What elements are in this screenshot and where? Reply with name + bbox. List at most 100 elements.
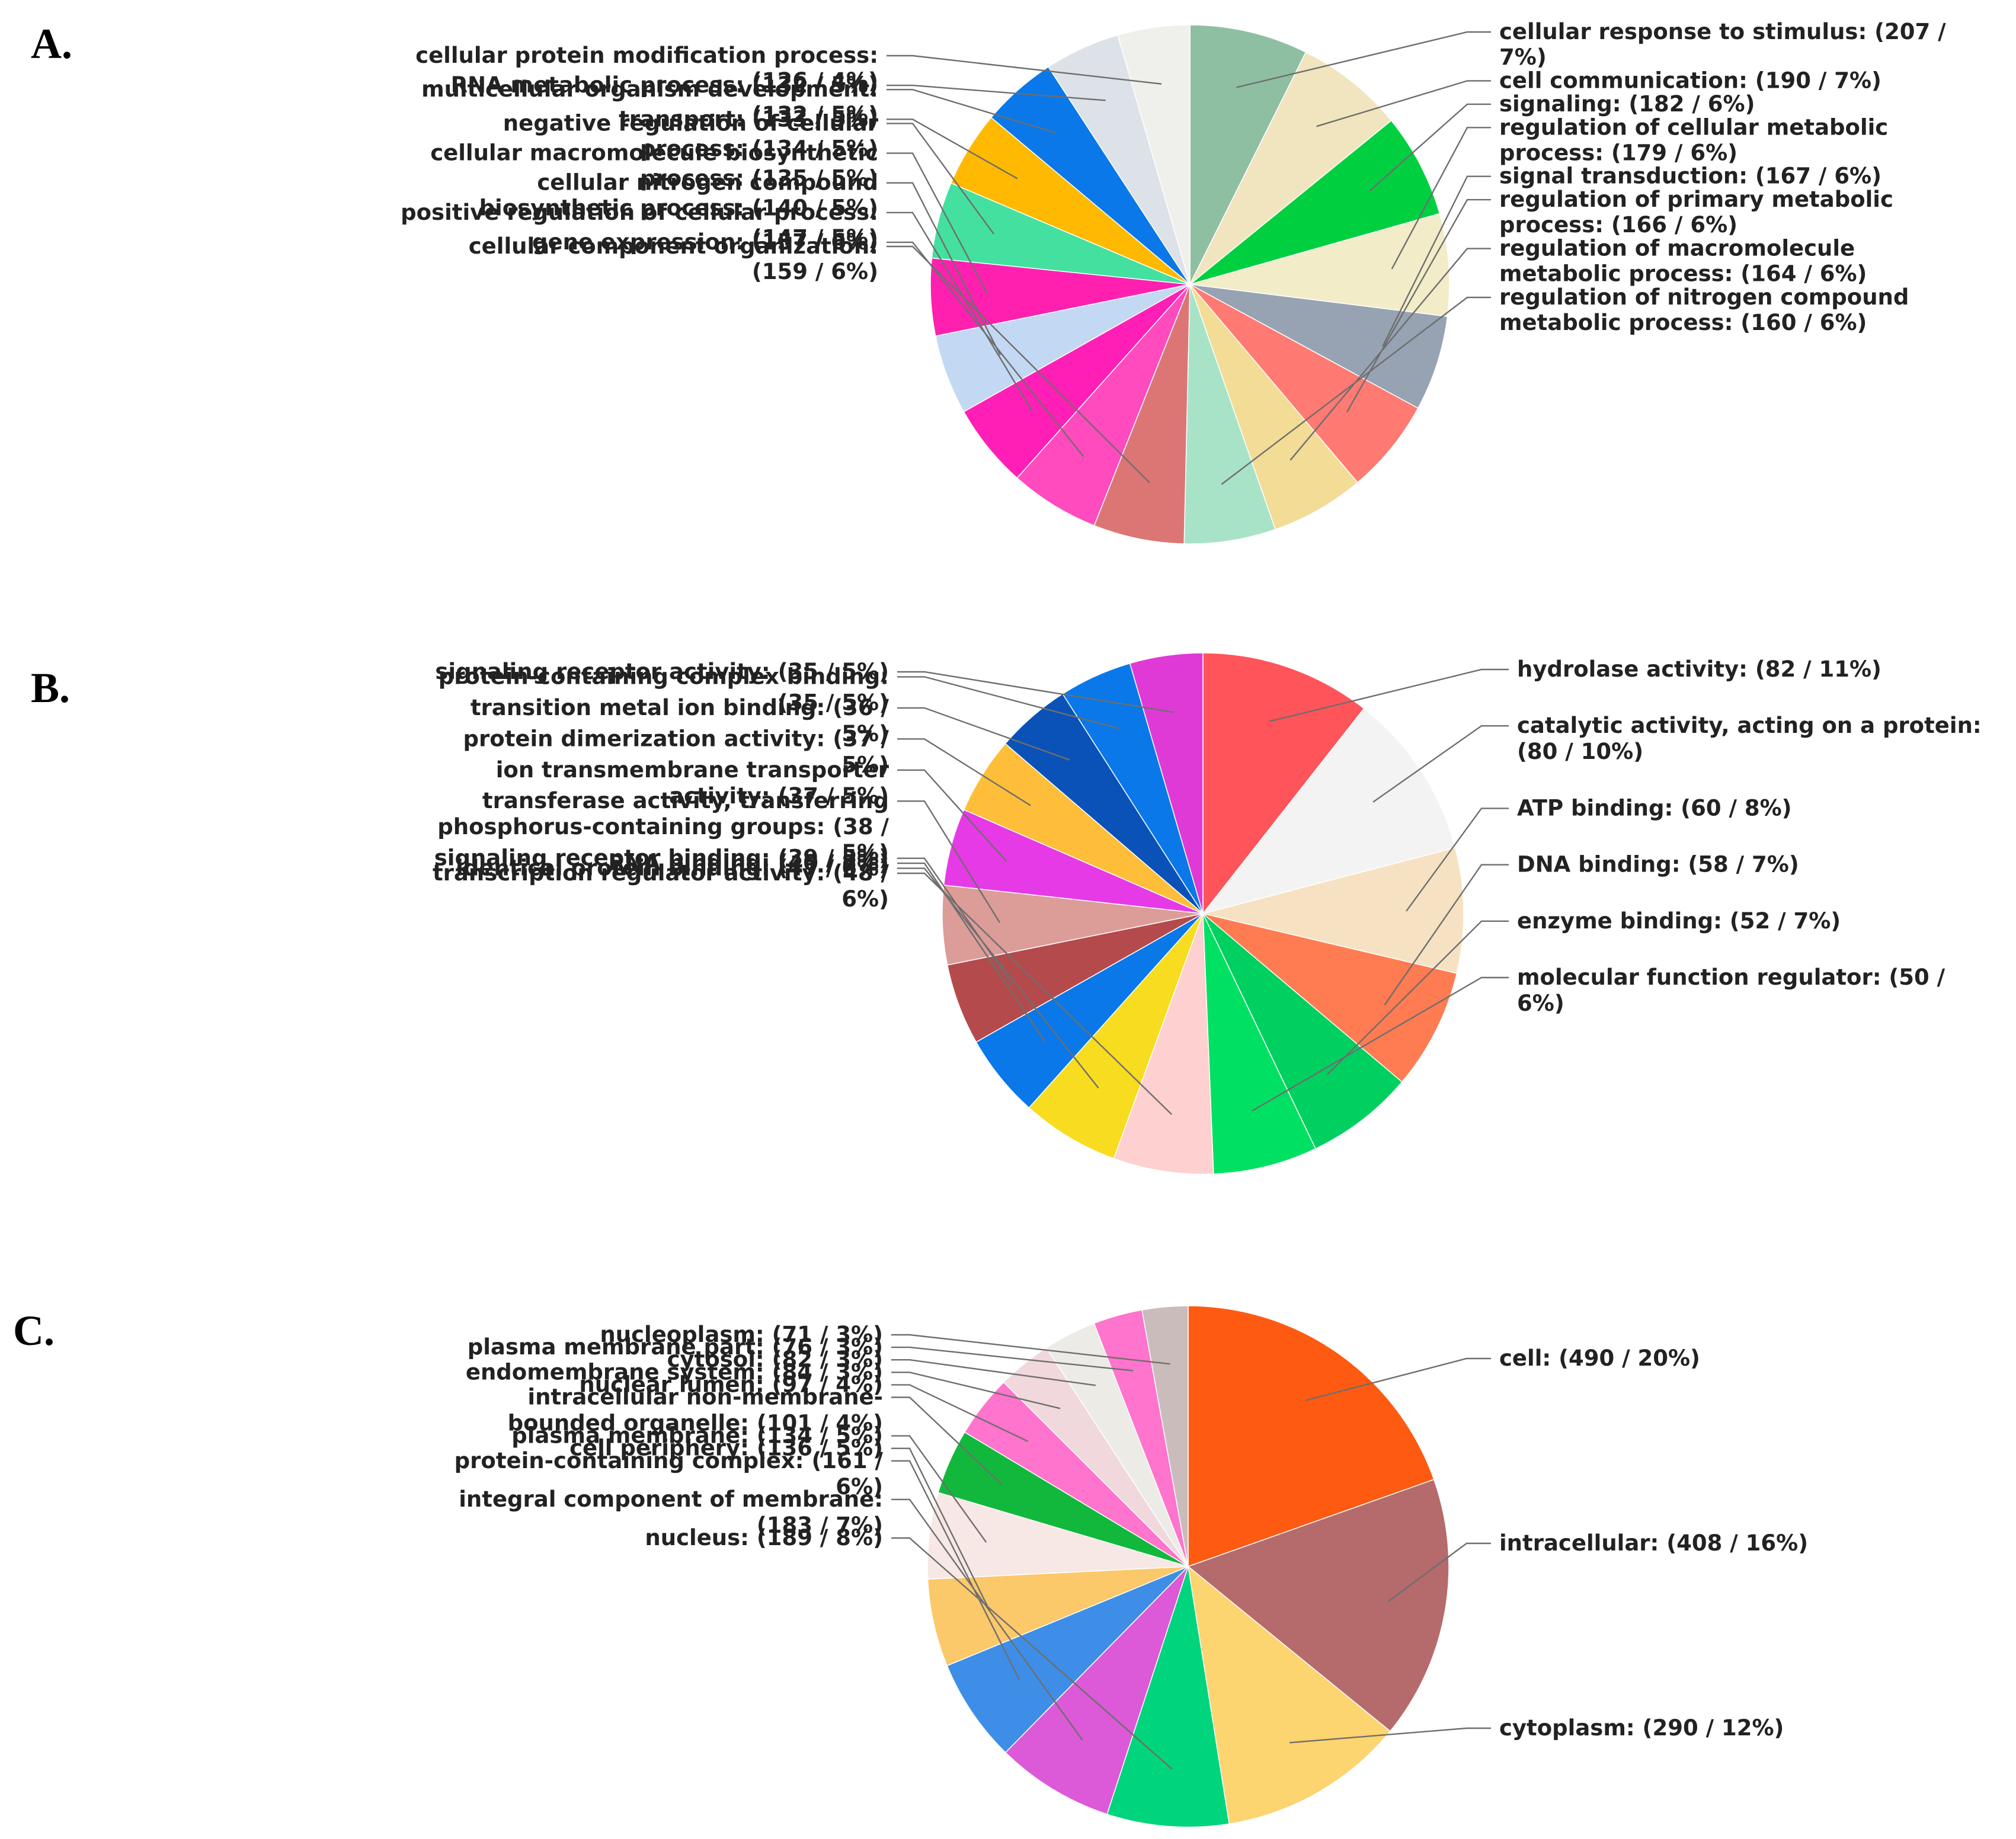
- slice-label-line: 5%): [841, 752, 889, 777]
- leader-line: [1289, 248, 1491, 461]
- slice-label-line: regulation of primary metabolic: [1499, 187, 1893, 212]
- slice-label-line: 6%): [841, 886, 889, 912]
- slice-label-line: (147 / 5%): [752, 225, 878, 251]
- leader-line: [897, 800, 1001, 923]
- slice-label-molecular-function-regulator-50-6: molecular function regulator: (50 /6%): [1252, 965, 1945, 1112]
- leader-line: [897, 707, 1070, 761]
- pie-slice-plasma-membrane-134-5: [927, 1492, 1189, 1580]
- slice-label-regulation-of-cellular-metabolic-process: regulation of cellular metabolic process:…: [1391, 114, 1888, 270]
- slice-label-regulation-of-nitrogen-compound-metaboli: regulation of nitrogen compoundmetabolic…: [1221, 284, 1909, 485]
- slice-label-transcription-regulator-activity-48-6: transcription regulator activity: (48 /6…: [433, 860, 1173, 1115]
- pie-slice-protein-containing-complex-161-6: [946, 1566, 1189, 1754]
- slice-label-line: signaling receptor activity: (35 / 5%): [435, 659, 889, 684]
- leader-line: [887, 182, 1001, 355]
- slice-label-line: signaling: (182 / 6%): [1499, 91, 1755, 117]
- slice-label-line: molecular function regulator: (50 /: [1517, 965, 1945, 990]
- leader-line: [887, 89, 1056, 134]
- pie-slice-catalytic-activity-acting-on-a-protein-8: [1202, 707, 1456, 915]
- slice-label-cell-490-20: cell: (490 / 20%): [1305, 1345, 1700, 1401]
- slice-label-gene-expression-157-6: gene expression: (157 / 6%): [532, 229, 1084, 457]
- leader-line: [897, 862, 1045, 1042]
- slice-label-line: signal transduction: (167 / 6%): [1499, 164, 1881, 189]
- slice-label-cell-periphery-136-5: cell periphery: (136 / 5%): [569, 1436, 991, 1611]
- pie-slice-transcription-regulator-activity-48-6: [1113, 913, 1214, 1175]
- slice-label-line: bounded organelle: (101 / 4%): [508, 1411, 883, 1436]
- slice-label-line: 6%): [1517, 991, 1564, 1016]
- slice-label-nuclear-lumen-97-4: nuclear lumen: (97 / 4%): [579, 1372, 1029, 1442]
- leader-line: [891, 1359, 1096, 1386]
- leader-line: [1372, 725, 1509, 803]
- pie-slice-molecular-function-regulator-50-6: [1202, 913, 1317, 1175]
- slice-label-hydrolase-activity-82-11: hydrolase activity: (82 / 11%): [1269, 656, 1881, 722]
- slice-label-cytosol-82-3: cytosol: (82 / 3%): [667, 1347, 1096, 1386]
- slice-label-rna-metabolic-process-132-5: RNA metabolic process: (132 / 5%): [451, 72, 1106, 101]
- slice-label-multicellular-organism-development-132-5: multicellular organism development:(132 …: [421, 76, 1056, 134]
- slice-label-line: identical protein binding: (47 / 6%): [456, 856, 889, 881]
- leader-line: [1236, 31, 1491, 88]
- leader-line: [887, 241, 1084, 457]
- slice-label-line: 6%): [836, 1474, 883, 1500]
- slice-label-line: (159 / 6%): [752, 259, 878, 284]
- leader-line: [891, 1537, 1173, 1770]
- leader-line: [1289, 1727, 1491, 1744]
- leader-line: [891, 1396, 1003, 1485]
- slice-label-line: (80 / 10%): [1517, 739, 1643, 764]
- slice-label-line: process: (166 / 6%): [1499, 212, 1737, 238]
- slice-label-nucleoplasm-71-3: nucleoplasm: (71 / 3%): [600, 1322, 1170, 1365]
- slice-label-line: DNA binding: (58 / 7%): [1517, 852, 1799, 877]
- slice-label-line: gene expression: (157 / 6%): [532, 229, 878, 255]
- slice-label-signal-transduction-167-6: signal transduction: (167 / 6%): [1382, 164, 1881, 347]
- slice-label-catalytic-activity-acting-on-a-protein-8: catalytic activity, acting on a protein:…: [1372, 713, 1982, 803]
- slice-label-protein-containing-complex-161-6: protein-containing complex: (161 /6%): [455, 1448, 1020, 1681]
- pie-slice-cell-communication-190-7: [1189, 52, 1392, 285]
- slice-label-intracellular-non-membrane-bounded-organ: intracellular non-membrane-bounded organ…: [508, 1385, 1003, 1485]
- slice-label-line: (132 / 5%): [752, 102, 878, 127]
- pie-slice-atp-binding-60-8: [1202, 847, 1464, 974]
- slice-label-line: (35 / 5%): [778, 690, 889, 715]
- slice-label-line: phosphorus-containing groups: (38 /: [437, 814, 889, 840]
- leader-line: [1369, 103, 1491, 192]
- slice-label-rna-binding-40-5: RNA binding: (40 / 5%): [608, 850, 1045, 1042]
- panel-label: C.: [13, 1307, 55, 1354]
- slice-label-line: (126 / 4%): [752, 68, 878, 94]
- slice-label-plasma-membrane-134-5: plasma membrane: (134 / 5%): [511, 1423, 987, 1543]
- slice-label-line: ion transmembrane transporter: [496, 757, 889, 783]
- slice-label-line: cellular component organization:: [469, 233, 878, 259]
- leader-line: [1382, 175, 1491, 347]
- slice-label-line: biosynthetic process: (140 / 5%): [479, 196, 878, 221]
- leader-line: [1326, 920, 1509, 1075]
- pie-slice-dna-binding-58-7: [1202, 913, 1458, 1083]
- pie-slice-gene-expression-157-6: [1016, 284, 1191, 527]
- leader-line: [897, 867, 1099, 1089]
- pie-slice-cell-periphery-136-5: [927, 1566, 1189, 1667]
- leader-line: [887, 84, 1106, 101]
- slice-label-line: regulation of cellular metabolic: [1499, 114, 1888, 140]
- slice-label-line: positive regulation of cellular process:: [401, 200, 878, 225]
- pie-chart-panel-b: B. hydrolase activity: (82 / 11%) catalyti…: [31, 652, 1982, 1175]
- slice-label-line: activity: (37 / 5%): [669, 783, 889, 809]
- slice-label-line: endomembrane system: (84 / 3%): [466, 1359, 883, 1385]
- pie-chart-panel-a: A. cellular response to stimulus: (207 /7…: [31, 19, 1946, 544]
- leader-line: [1388, 1542, 1491, 1602]
- leader-line: [1252, 976, 1509, 1112]
- slice-label-line: regulation of macromolecule: [1499, 236, 1855, 261]
- pie-slice-cellular-component-organization-159-6: [1093, 284, 1191, 544]
- pie-slice-nucleoplasm-71-3: [1141, 1305, 1189, 1567]
- pie-slice-signal-transduction-167-6: [1189, 284, 1448, 409]
- slice-label-line: cell communication: (190 / 7%): [1499, 68, 1881, 93]
- pie-slice-hydrolase-activity-82-11: [1202, 652, 1365, 915]
- slice-label-line: cell: (490 / 20%): [1499, 1345, 1700, 1371]
- slice-label-line: signaling receptor binding: (39 / 5%): [434, 845, 889, 871]
- slice-label-regulation-of-primary-metabolic-process-: regulation of primary metabolicprocess: …: [1346, 187, 1893, 413]
- slice-label-cellular-macromolecule-biosynthetic-proc: cellular macromolecule biosyntheticproce…: [430, 140, 988, 295]
- slice-label-signaling-receptor-binding-39-5: signaling receptor binding: (39 / 5%): [434, 845, 1013, 985]
- leader-line: [887, 55, 1162, 85]
- leader-line: [1391, 127, 1491, 270]
- slice-label-transferase-activity-transferring-phosph: transferase activity, transferringphosph…: [437, 788, 1001, 923]
- pie-slice-rna-binding-40-5: [975, 913, 1204, 1108]
- slice-label-enzyme-binding-52-7: enzyme binding: (52 / 7%): [1326, 908, 1841, 1075]
- slice-label-line: cellular nitrogen compound: [537, 170, 878, 196]
